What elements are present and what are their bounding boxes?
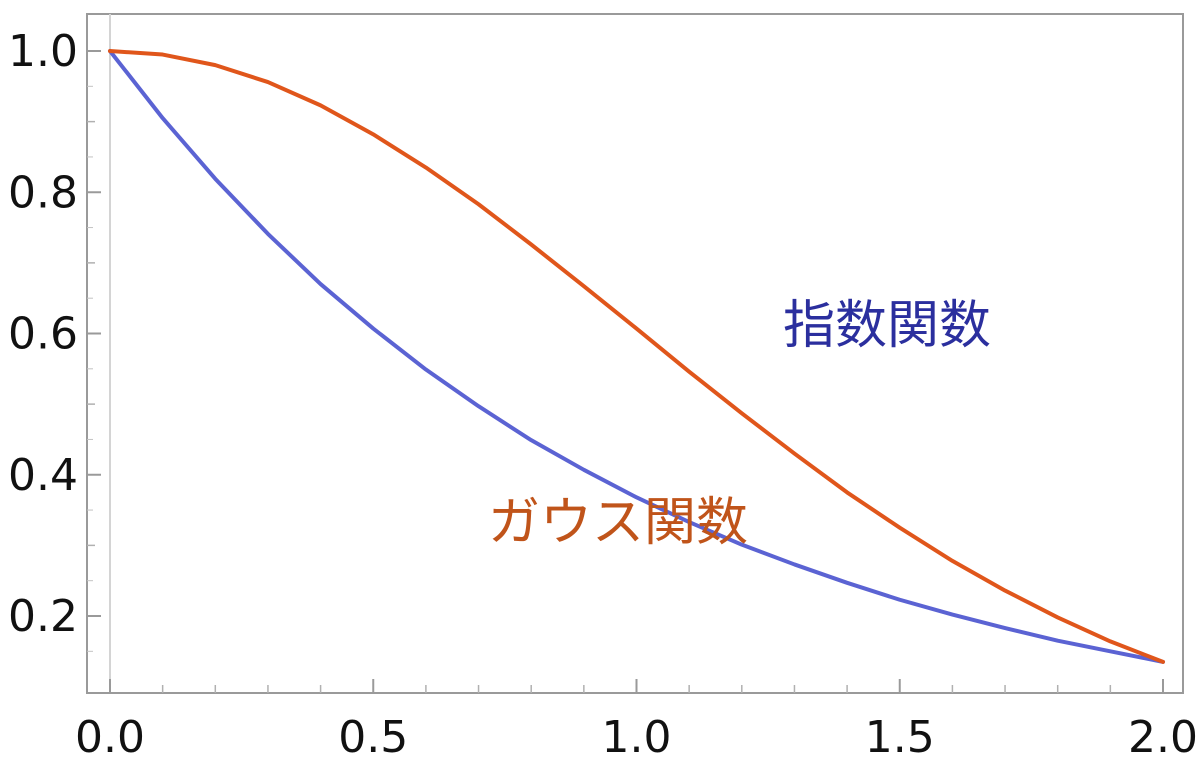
x-tick-label: 2.0 <box>1128 712 1198 763</box>
x-tick-label: 1.0 <box>602 712 672 763</box>
curve-label-exponential: 指数関数 <box>783 296 991 356</box>
y-tick-label: 0.4 <box>8 450 78 501</box>
x-tick-label: 1.5 <box>865 712 935 763</box>
y-tick-label: 1.0 <box>8 26 78 77</box>
ticks: 0.0 0.5 1.0 1.5 2.0 0.2 0.4 0.6 0.8 1.0 <box>8 26 1198 763</box>
series-line-exponential <box>108 49 1165 664</box>
y-tick-label: 0.6 <box>8 309 78 360</box>
x-tick-label: 0.0 <box>75 712 145 763</box>
x-tick-label: 0.5 <box>338 712 408 763</box>
y-tick-label: 0.8 <box>8 167 78 218</box>
series-group <box>108 49 1165 664</box>
plot-frame <box>86 13 1184 694</box>
series-line-gaussian <box>108 49 1165 664</box>
y-tick-label: 0.2 <box>8 591 78 642</box>
curve-label-gaussian: ガウス関数 <box>488 493 748 553</box>
curve-labels: 指数関数 ガウス関数 <box>488 296 991 553</box>
